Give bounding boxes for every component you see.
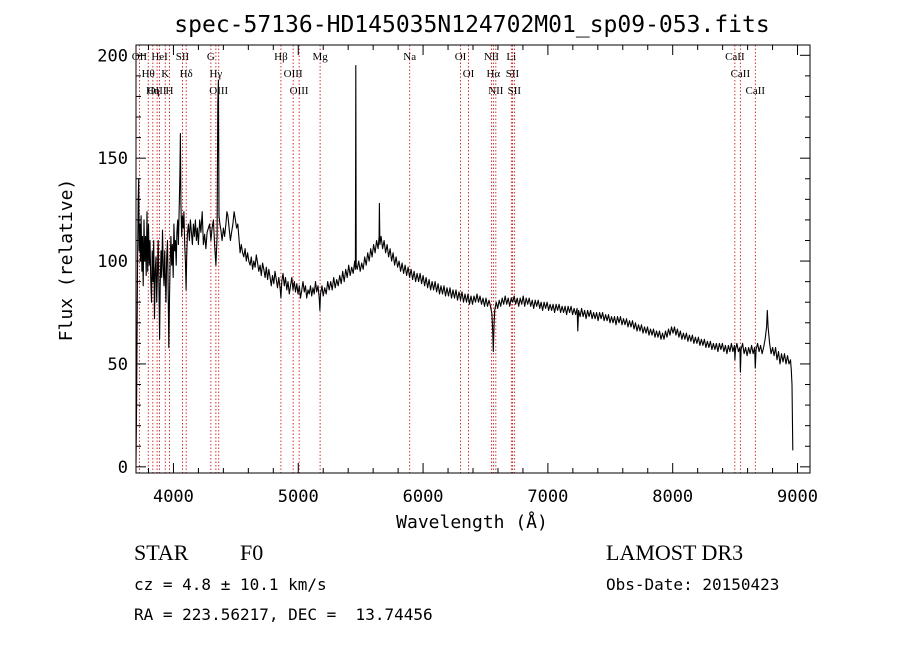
spectral-line-label: K	[161, 68, 169, 80]
chart-title: spec-57136-HD145035N124702M01_sp09-053.f…	[174, 12, 769, 38]
y-tick-label: 150	[97, 149, 128, 169]
x-axis-label: Wavelength (Å)	[396, 511, 548, 533]
spectral-line-label: Mg	[312, 51, 328, 63]
plot-frame	[135, 44, 811, 474]
spectral-line-label: OII	[132, 51, 148, 63]
x-tick-label: 7000	[527, 487, 568, 507]
spectral-line-label: NII	[484, 51, 500, 63]
y-axis-label: Flux (relative)	[56, 179, 77, 342]
spectral-line-labels: OIIHθHηOIIIHeIKHSIIHδGHγOIIIHβOIIIOIIIMg…	[132, 51, 766, 97]
axis-ticks	[136, 45, 810, 473]
spectral-line-label: OIII	[148, 85, 167, 97]
spectral-line-label: OIII	[290, 85, 309, 97]
spectral-line-label: SII	[176, 51, 190, 63]
x-tick-label: 9000	[777, 487, 818, 507]
spectrum-line	[135, 65, 794, 463]
spectral-line-markers	[138, 45, 756, 473]
x-tick-label: 4000	[153, 487, 194, 507]
survey-name: LAMOST DR3	[606, 540, 743, 565]
spectral-line-label: CaII	[725, 51, 745, 63]
obs-date: Obs-Date: 20150423	[606, 575, 779, 594]
x-tick-labels: 4000 5000 6000 7000 8000 9000	[153, 487, 818, 507]
spectral-line-label: Na	[403, 51, 416, 63]
spectral-line-label: CaII	[731, 68, 751, 80]
spectral-line-label: Hθ	[142, 68, 155, 80]
x-tick-label: 8000	[652, 487, 693, 507]
spectral-line-label: OI	[455, 51, 467, 63]
y-tick-label: 100	[97, 252, 128, 272]
spectral-line-label: Hβ	[274, 51, 288, 63]
y-tick-labels: 0 50 100 150 200	[97, 46, 128, 478]
y-tick-label: 0	[118, 458, 128, 478]
spectral-line-label: OI	[463, 68, 475, 80]
spectral-line-label: Hη	[146, 85, 160, 97]
spectral-line-label: Hδ	[180, 68, 193, 80]
spectral-line-label: SII	[506, 68, 520, 80]
spectral-line-label: CaII	[746, 85, 766, 97]
coordinates: RA = 223.56217, DEC = 13.74456	[134, 605, 433, 624]
object-class: STAR	[134, 540, 189, 565]
spectral-line-label: Hα	[486, 68, 500, 80]
y-tick-label: 200	[97, 46, 128, 66]
spectral-line-label: NII	[488, 85, 504, 97]
y-tick-label: 50	[108, 355, 128, 375]
x-tick-label: 6000	[403, 487, 444, 507]
redshift-text: cz = 4.8 ± 10.1 km/s	[134, 575, 327, 594]
spectral-line-label: HeI	[151, 51, 168, 63]
spectral-line-label: SII	[508, 85, 522, 97]
spectral-line-label: G	[207, 51, 215, 63]
spectral-line-label: Li	[506, 51, 516, 63]
spectral-line-label: H	[165, 85, 173, 97]
spectral-line-label: OIII	[284, 68, 303, 80]
x-tick-label: 5000	[278, 487, 319, 507]
object-subclass: F0	[240, 540, 263, 565]
spectral-line-label: Hγ	[209, 68, 222, 80]
